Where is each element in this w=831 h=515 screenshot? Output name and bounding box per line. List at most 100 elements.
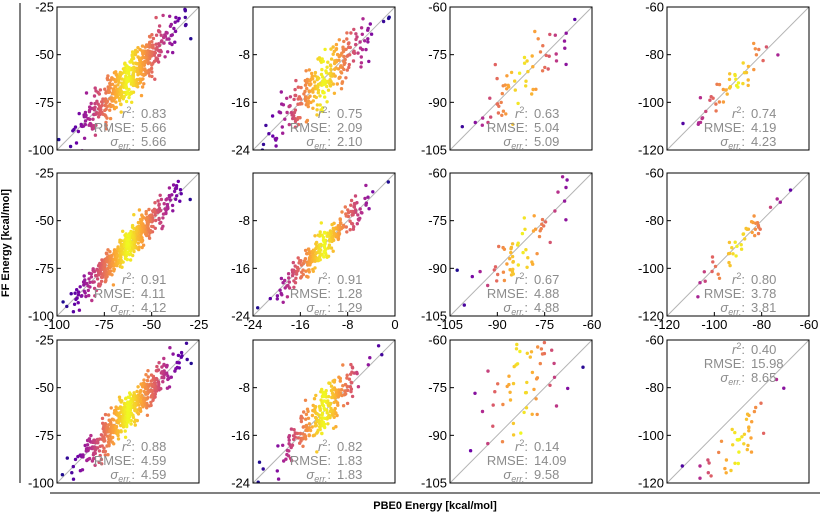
- data-point: [178, 199, 182, 203]
- data-point: [74, 141, 79, 145]
- data-point: [353, 194, 358, 198]
- data-point: [127, 252, 132, 257]
- data-point: [71, 477, 76, 481]
- data-point: [129, 67, 134, 72]
- data-point: [144, 212, 148, 216]
- stat-label-r2: r2:: [318, 271, 331, 287]
- data-point: [729, 468, 733, 473]
- x-tick-label: -60: [583, 317, 602, 332]
- data-point: [65, 304, 69, 309]
- data-point: [703, 279, 707, 283]
- data-point: [745, 447, 749, 452]
- data-point: [289, 458, 294, 463]
- data-point: [531, 87, 535, 92]
- data-point: [554, 59, 559, 63]
- data-point: [157, 203, 161, 207]
- data-point: [286, 454, 291, 458]
- data-point: [534, 397, 538, 401]
- data-point: [348, 228, 352, 232]
- data-point: [168, 346, 172, 350]
- data-point: [526, 256, 530, 260]
- data-point: [103, 449, 108, 454]
- data-point: [179, 355, 183, 359]
- data-point: [97, 92, 102, 96]
- data-point: [82, 136, 87, 140]
- data-point: [162, 356, 166, 361]
- data-point: [159, 33, 163, 37]
- data-point: [103, 87, 107, 91]
- data-point: [314, 393, 318, 398]
- data-point: [717, 276, 722, 280]
- data-point: [529, 350, 534, 354]
- y-tick-label: -120: [638, 309, 664, 324]
- data-point: [468, 449, 473, 453]
- stat-label-rmse: RMSE:: [290, 286, 331, 301]
- stat-value-rmse: 2.09: [337, 120, 362, 135]
- data-point: [285, 96, 289, 101]
- data-point: [119, 102, 123, 107]
- data-point: [364, 203, 368, 207]
- data-point: [116, 437, 121, 441]
- data-point: [173, 20, 177, 24]
- data-point: [359, 55, 363, 59]
- data-point: [167, 186, 172, 190]
- data-point: [524, 406, 529, 410]
- data-point: [322, 399, 326, 403]
- data-point: [100, 103, 104, 108]
- data-point: [322, 406, 326, 411]
- data-point: [131, 394, 136, 398]
- data-point: [548, 383, 552, 387]
- y-tick-label: -8: [238, 213, 250, 228]
- data-point: [140, 44, 145, 48]
- data-point: [114, 105, 119, 110]
- data-point: [271, 134, 275, 138]
- data-point: [112, 267, 117, 271]
- data-point: [500, 440, 505, 444]
- data-point: [331, 226, 335, 231]
- data-point: [121, 229, 125, 233]
- data-point: [524, 248, 528, 252]
- data-point: [124, 99, 129, 104]
- data-point: [306, 409, 310, 414]
- data-point: [739, 243, 743, 247]
- data-point: [323, 422, 327, 426]
- data-point: [524, 84, 528, 88]
- data-point: [693, 494, 696, 497]
- y-tick-label: -16: [231, 261, 250, 276]
- data-point: [94, 123, 98, 128]
- data-point: [714, 109, 718, 113]
- data-point: [473, 391, 477, 395]
- data-point: [287, 449, 291, 453]
- data-point: [126, 242, 130, 246]
- data-point: [731, 443, 735, 447]
- data-point: [507, 382, 511, 387]
- data-point: [94, 288, 99, 293]
- data-point: [304, 69, 308, 73]
- data-point: [283, 278, 287, 283]
- data-point: [337, 38, 341, 42]
- data-point: [92, 438, 97, 442]
- data-point: [470, 274, 474, 279]
- panel-frame: [449, 172, 593, 317]
- panel-frame: [56, 6, 200, 151]
- data-point: [281, 131, 285, 135]
- stat-value-rmse: 5.66: [141, 120, 166, 135]
- data-point: [455, 268, 459, 272]
- data-point: [68, 144, 73, 149]
- data-point: [493, 390, 497, 394]
- data-point: [741, 61, 745, 65]
- data-point: [320, 411, 325, 415]
- data-point: [127, 95, 131, 100]
- data-point: [330, 391, 335, 395]
- data-point: [749, 436, 753, 440]
- data-point: [135, 70, 139, 74]
- data-point: [126, 91, 130, 96]
- data-point: [92, 269, 97, 274]
- data-point: [161, 212, 166, 216]
- data-point: [349, 372, 353, 376]
- data-point: [309, 82, 313, 86]
- data-point: [304, 437, 308, 441]
- data-point: [333, 59, 337, 63]
- data-point: [753, 233, 757, 238]
- data-point: [486, 369, 490, 373]
